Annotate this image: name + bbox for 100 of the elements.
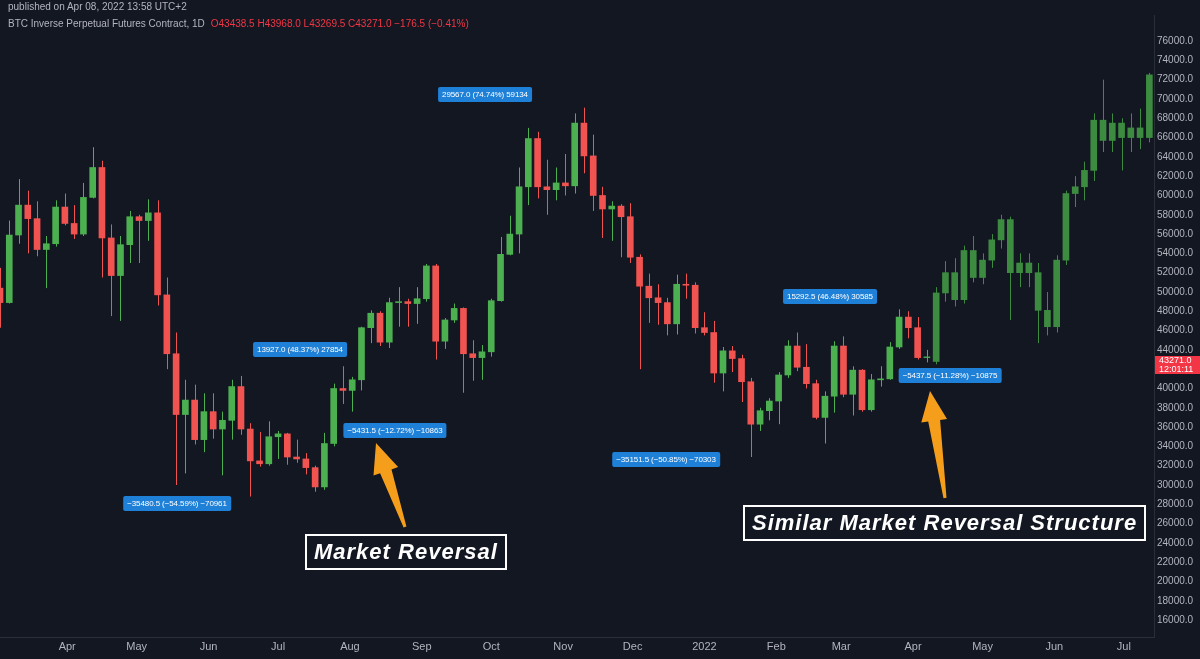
y-tick-label: 30000.0: [1157, 478, 1194, 490]
y-tick-label: 48000.0: [1157, 305, 1194, 317]
candlestick: [404, 298, 412, 328]
candlestick: [469, 339, 477, 382]
annotation: −35480.5 (−54.59%) −70961: [123, 496, 231, 511]
x-tick-label: Apr: [58, 639, 77, 652]
x-tick-label: May: [972, 639, 994, 652]
candlestick: [311, 465, 319, 493]
candlestick: [821, 390, 829, 444]
candlestick: [1127, 112, 1135, 153]
text: 43271.0: [1155, 355, 1200, 365]
y-tick-label: 24000.0: [1157, 536, 1194, 548]
candlestick: [450, 303, 458, 324]
y-tick-label: 46000.0: [1157, 324, 1194, 336]
candlestick: [413, 286, 421, 325]
candlestick: [728, 345, 736, 373]
y-tick-label: 20000.0: [1157, 575, 1194, 587]
y-tick-label: 66000.0: [1157, 131, 1194, 143]
x-tick-label: Aug: [340, 639, 360, 652]
candlestick: [682, 273, 690, 300]
annotation: Market Reversal: [305, 534, 507, 570]
candlestick: [144, 198, 152, 242]
candlestick: [803, 343, 810, 389]
candlestick: [1044, 291, 1051, 336]
x-tick-label: Jun: [1045, 639, 1064, 652]
x-tick-label: Mar: [831, 639, 851, 652]
x-tick-label: Feb: [766, 639, 786, 652]
x-tick-label: Sep: [411, 639, 432, 652]
candlestick: [654, 283, 662, 326]
y-tick-label: 28000.0: [1157, 498, 1194, 510]
y-tick-label: 56000.0: [1157, 227, 1194, 239]
candlestick: [284, 432, 291, 466]
candlestick: [24, 190, 32, 254]
annotation: 13927.0 (48.37%) 27854: [253, 342, 347, 357]
candlestick: [543, 159, 551, 216]
y-tick-label: 68000.0: [1157, 112, 1194, 124]
annotation: −5431.5 (−12.72%) −10863: [343, 423, 447, 438]
y-tick-label: 58000.0: [1157, 208, 1194, 220]
candlestick: [1099, 79, 1107, 153]
y-tick-label: 52000.0: [1157, 266, 1194, 278]
x-tick-label: Apr: [904, 639, 922, 652]
x-tick-label: May: [126, 639, 148, 652]
y-tick-label: 32000.0: [1157, 459, 1194, 471]
y-tick-label: 38000.0: [1157, 401, 1194, 413]
candlestick: [1016, 252, 1023, 288]
y-tick-label: 50000.0: [1157, 285, 1194, 297]
y-tick-label: 76000.0: [1157, 34, 1194, 46]
candlestick: [219, 411, 226, 476]
x-tick-label: Jun: [199, 639, 218, 652]
y-tick-label: 34000.0: [1157, 440, 1194, 452]
candlestick: [339, 365, 347, 405]
candlestick: [738, 354, 745, 403]
candlestick: [979, 252, 986, 285]
y-tick-label: 22000.0: [1157, 555, 1194, 567]
candlestick: [43, 235, 50, 289]
y-tick-label: 36000.0: [1157, 420, 1194, 432]
candlestick: [793, 332, 801, 372]
candlestick: [599, 186, 606, 239]
y-tick-label: 18000.0: [1157, 594, 1194, 606]
candlestick: [701, 311, 708, 336]
candlestick: [942, 260, 949, 303]
y-tick-label: 16000.0: [1157, 613, 1194, 625]
x-tick-label: Oct: [482, 639, 500, 652]
candlestick: [348, 376, 356, 413]
chart-subtitle: O43438.5 H43968.0 L43269.5 C43271.0 −176.5 (−0.41%): [210, 18, 469, 29]
y-tick-label: 44000.0: [1157, 343, 1194, 355]
x-tick-label: Dec: [622, 639, 643, 652]
candlestick: [988, 233, 996, 269]
candlestick: [756, 407, 764, 432]
candlestick: [135, 214, 143, 264]
candlestick: [367, 309, 375, 344]
candlestick: [1108, 112, 1116, 153]
candlestick: [506, 215, 514, 256]
y-tick-label: 74000.0: [1157, 54, 1194, 66]
annotation: −5437.5 (−11.28%) −10875: [898, 368, 1002, 383]
x-tick-label: Nov: [553, 639, 574, 652]
x-tick-label: Jul: [1116, 639, 1131, 652]
annotation: −35151.5 (−50.85%) −70303: [612, 452, 720, 467]
chart-title: BTC Inverse Perpetual Futures Contract, 1D: [8, 18, 205, 29]
candlestick: [905, 310, 912, 339]
y-tick-label: 54000.0: [1157, 247, 1194, 259]
candlestick: [1118, 117, 1125, 171]
candlestick: [997, 214, 1005, 250]
candlestick: [209, 392, 217, 440]
text: 12:01:11: [1155, 364, 1200, 374]
annotation: 29567.0 (74.74%) 59134: [438, 87, 532, 102]
candlestick: [395, 286, 402, 328]
y-tick-label: 64000.0: [1157, 150, 1194, 162]
candlestick: [441, 317, 449, 350]
candlestick: [182, 379, 189, 474]
y-tick-label: 62000.0: [1157, 169, 1194, 181]
candlestick: [478, 344, 486, 381]
y-tick-label: 60000.0: [1157, 189, 1194, 201]
candlestick: [664, 297, 671, 336]
candlestick: [1071, 175, 1079, 208]
y-tick-label: 70000.0: [1157, 92, 1194, 104]
x-tick-label: 2022: [692, 639, 717, 652]
x-tick-label: Jul: [271, 639, 286, 652]
y-tick-label: 40000.0: [1157, 382, 1194, 394]
candlestick: [766, 397, 773, 421]
